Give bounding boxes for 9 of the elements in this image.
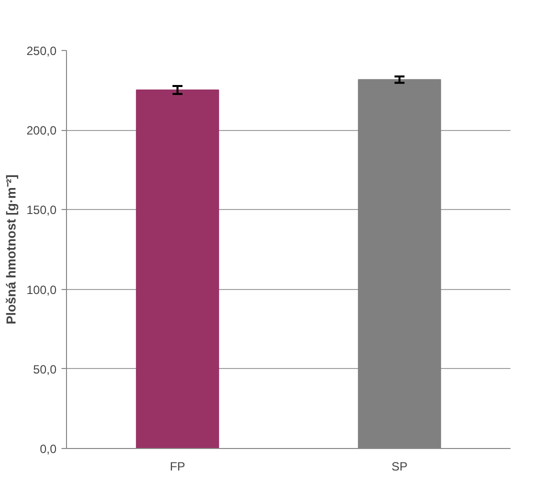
y-tick-label: 200,0	[26, 124, 57, 138]
x-tick-label: SP	[391, 460, 408, 474]
y-axis-title: Plošná hmotnost [g·m⁻²]	[3, 174, 18, 324]
y-tick-label: 150,0	[26, 203, 57, 218]
y-tick-label: 250,0	[26, 44, 57, 58]
x-tick-label: FP	[170, 460, 186, 474]
y-tick-label: 0,0	[40, 442, 57, 456]
y-tick-label: 100,0	[26, 282, 57, 297]
y-tick-label: 50,0	[33, 362, 57, 376]
